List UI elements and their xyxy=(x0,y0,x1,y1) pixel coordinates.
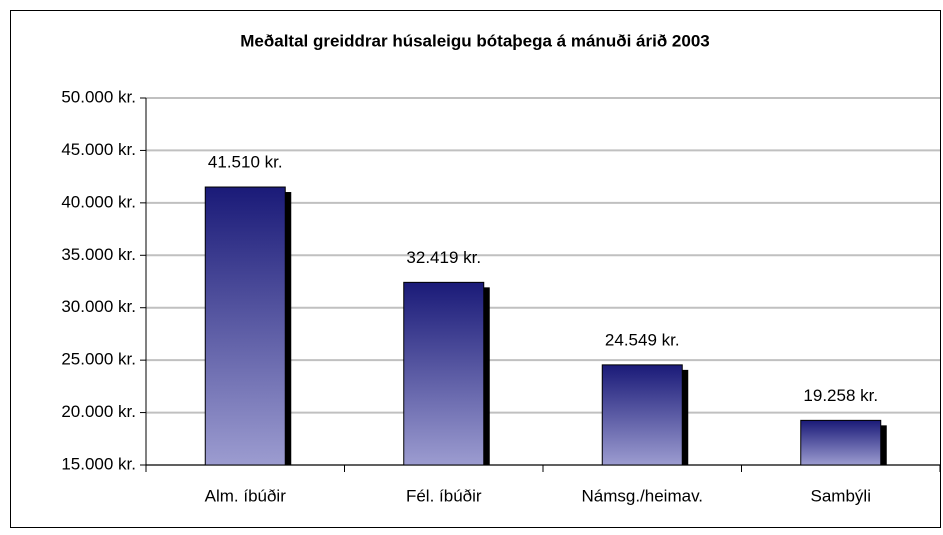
x-tick-label: Námsg./heimav. xyxy=(581,486,703,505)
y-tick-label: 45.000 kr. xyxy=(61,140,136,159)
y-tick-label: 15.000 kr. xyxy=(61,454,136,473)
data-label: 19.258 kr. xyxy=(803,386,878,405)
y-tick-label: 30.000 kr. xyxy=(61,297,136,316)
y-tick-label: 25.000 kr. xyxy=(61,350,136,369)
x-tick-label: Alm. íbúðir xyxy=(205,486,287,505)
bar xyxy=(800,419,882,466)
x-tick-label: Sambýli xyxy=(811,486,871,505)
bar xyxy=(204,186,286,466)
y-tick-label: 35.000 kr. xyxy=(61,245,136,264)
bar xyxy=(601,364,683,466)
y-tick-label: 20.000 kr. xyxy=(61,402,136,421)
bar xyxy=(403,281,485,466)
chart-title: Meðaltal greiddrar húsaleigu bótaþega á … xyxy=(240,31,710,50)
data-label: 32.419 kr. xyxy=(406,248,481,267)
data-label: 41.510 kr. xyxy=(208,153,283,172)
data-label: 24.549 kr. xyxy=(605,330,680,349)
x-tick-label: Fél. íbúðir xyxy=(406,486,482,505)
y-tick-label: 50.000 kr. xyxy=(61,87,136,106)
y-tick-label: 40.000 kr. xyxy=(61,192,136,211)
